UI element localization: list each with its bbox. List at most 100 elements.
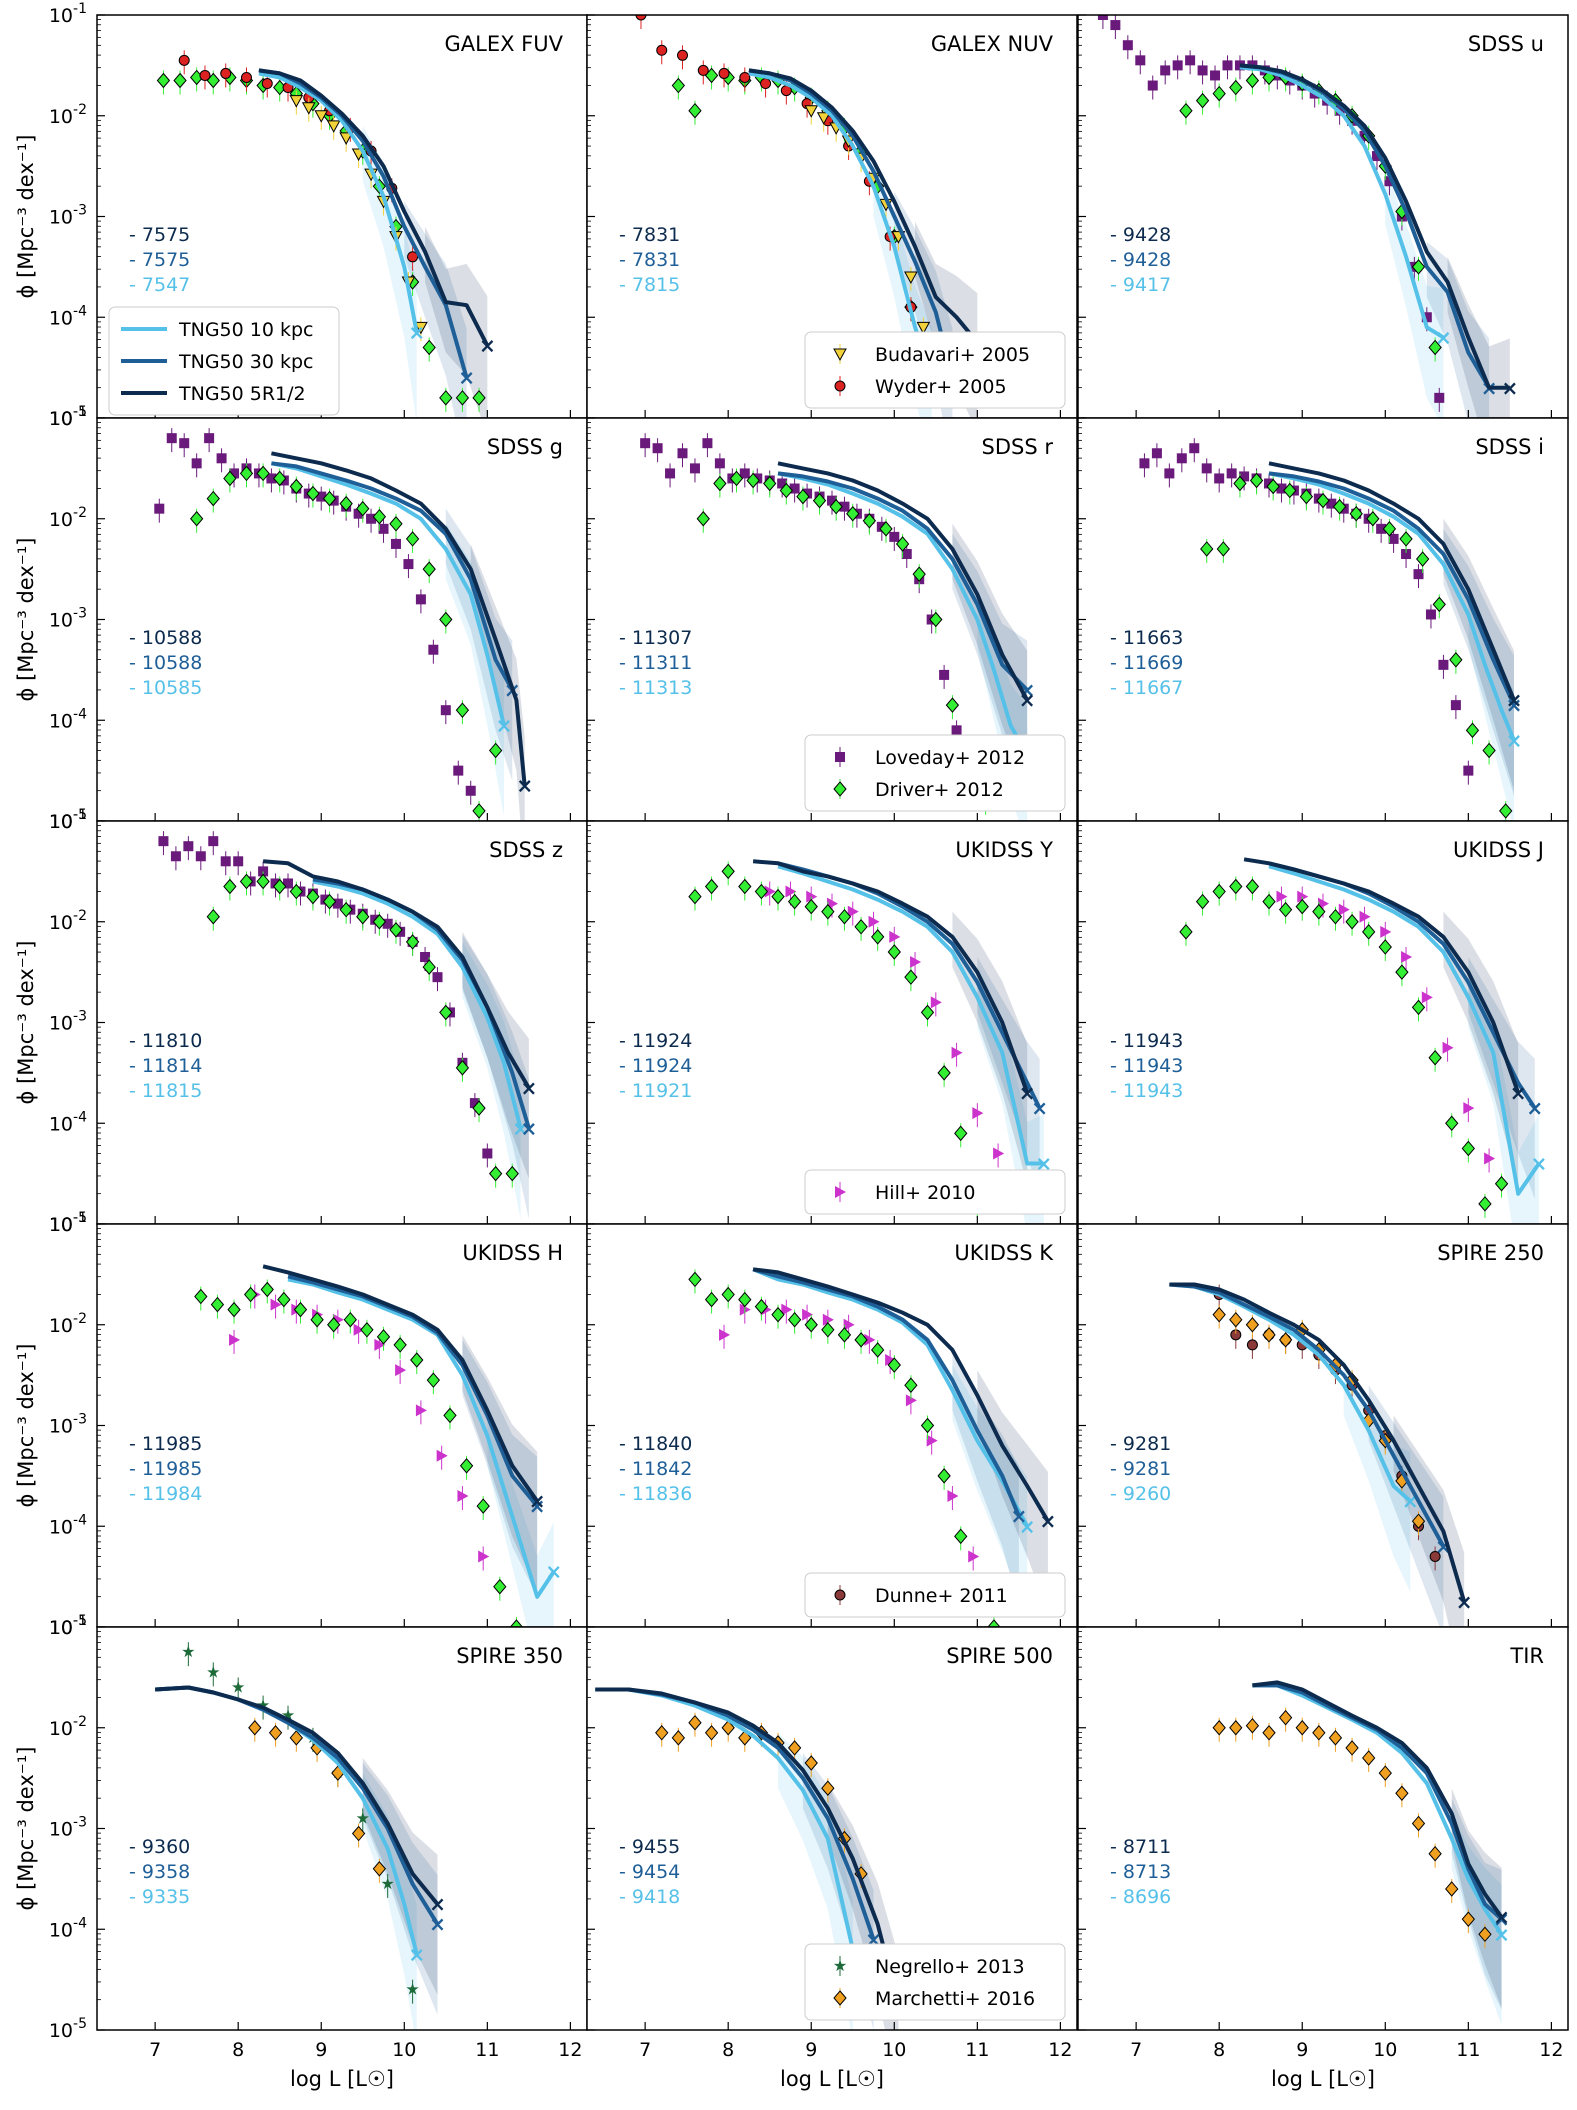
obs-point-loveday	[258, 866, 269, 877]
obs-point-driver	[1212, 85, 1226, 102]
legend-marker	[833, 781, 847, 797]
obs-point-loveday	[233, 856, 244, 867]
obs-point-marchetti	[821, 1780, 835, 1796]
obs-point-driver	[837, 1327, 852, 1343]
galaxy-count: - 11836	[619, 1483, 692, 1505]
y-tick-label: 10-4	[49, 706, 87, 732]
obs-point-hill	[822, 1313, 834, 1326]
model-end-marker: ×	[429, 1892, 446, 1916]
obs-point-marchetti	[1461, 1911, 1475, 1927]
obs-point-loveday	[1097, 15, 1108, 20]
galaxy-count: - 9428	[1110, 224, 1171, 246]
obs-point-driver	[343, 1311, 357, 1328]
legend-label: Driver+ 2012	[875, 779, 1004, 801]
panel-background	[1078, 1224, 1568, 1627]
obs-point-loveday	[432, 972, 443, 983]
panel-spire-350: ★★★★★★★★★★×××SPIRE 350- 9360- 9358- 9335…	[14, 1613, 588, 2091]
obs-point-marchetti	[1362, 1750, 1376, 1766]
galaxy-count: - 9260	[1110, 1483, 1171, 1505]
obs-point-driver	[472, 1100, 486, 1116]
model-line-tng30	[777, 471, 1029, 692]
obs-point-loveday	[1434, 392, 1445, 403]
obs-point-loveday	[827, 495, 837, 506]
obs-point-driver	[256, 465, 270, 482]
model-end-marker: ×	[1456, 1590, 1473, 1614]
obs-point-driver	[1411, 259, 1426, 275]
obs-point-driver	[422, 339, 436, 356]
model-end-marker: ×	[1506, 688, 1523, 712]
legend-label: Hill+ 2010	[875, 1182, 975, 1204]
obs-point-loveday	[1176, 453, 1187, 464]
obs-point-driver	[779, 482, 793, 499]
model-scatter-band	[462, 941, 521, 1219]
obs-point-hill	[885, 1354, 897, 1367]
legend-label: Marchetti+ 2016	[875, 1988, 1035, 2010]
plot-area: ★★★★★★★★★★×××	[154, 1642, 446, 2030]
model-line-tng5r	[258, 68, 490, 347]
obs-point-driver	[1295, 898, 1309, 915]
obs-point-marchetti	[351, 1825, 366, 1842]
obs-point-driver	[472, 390, 486, 406]
obs-point-loveday	[1197, 65, 1208, 76]
legend-marker	[833, 1990, 847, 2006]
panel-title: SDSS i	[1475, 435, 1544, 459]
model-end-marker: ×	[1010, 1504, 1027, 1528]
obs-point-loveday	[677, 448, 688, 459]
obs-point-loveday	[777, 478, 788, 489]
model-scatter-band	[1447, 256, 1510, 418]
model-end-marker: ×	[1019, 688, 1036, 712]
y-tick-label: 10-3	[49, 203, 87, 229]
model-end-marker: ×	[516, 774, 533, 798]
obs-point-driver	[738, 1291, 752, 1308]
obs-point-driver	[1245, 72, 1260, 89]
obs-point-marchetti	[1328, 1730, 1343, 1746]
y-axis-label: ϕ [Mpc⁻³ dex⁻¹]	[14, 538, 38, 702]
obs-point-marchetti	[1229, 1311, 1243, 1328]
model-line-tng5r	[752, 1267, 1050, 1523]
obs-point-driver	[871, 1342, 885, 1358]
galaxy-count: - 9335	[129, 1886, 190, 1908]
obs-point-driver	[812, 492, 827, 509]
model-line-tng10	[1252, 1683, 1504, 1936]
x-tick-label: 12	[1048, 2039, 1072, 2061]
plot-area: ×××	[1169, 1282, 1473, 1627]
y-axis-label: ϕ [Mpc⁻³ dex⁻¹]	[14, 1747, 38, 1911]
obs-point-loveday	[1239, 471, 1250, 482]
panel-title: SPIRE 250	[1437, 1241, 1544, 1265]
obs-point-loveday	[154, 503, 165, 514]
obs-point-driver	[289, 883, 303, 900]
obs-point-loveday	[266, 473, 277, 484]
y-tick-label: 10-4	[49, 303, 87, 329]
legend-label: Negrello+ 2013	[875, 1956, 1025, 1978]
panel-galex-fuv: ×××GALEX FUV- 7575- 7575- 754710-110-210…	[14, 1, 588, 430]
galaxy-count: - 10585	[129, 677, 202, 699]
obs-point-hill	[229, 1333, 241, 1346]
model-scatter-band	[445, 523, 504, 816]
obs-point-hill	[415, 1404, 427, 1417]
model-line-tng5r	[595, 1687, 901, 2006]
panel-title: SDSS z	[489, 838, 563, 862]
panel-title: TIR	[1509, 1644, 1544, 1668]
obs-point-loveday	[640, 438, 651, 449]
obs-point-driver	[1216, 541, 1230, 557]
obs-point-loveday	[1210, 70, 1221, 81]
obs-point-driver	[862, 512, 877, 529]
legend-box	[804, 1169, 1066, 1215]
model-line-tng30	[752, 1267, 1021, 1517]
model-line-tng5r	[262, 1264, 539, 1503]
x-axis-label: log L [L☉]	[1271, 2067, 1375, 2091]
obs-point-loveday	[1151, 448, 1162, 459]
obs-point-driver	[488, 742, 503, 759]
legend: TNG50 10 kpc TNG50 30 kpc TNG50 5R1/2	[108, 306, 340, 416]
obs-point-driver	[771, 888, 785, 905]
obs-point-driver	[372, 913, 387, 930]
obs-point-driver	[509, 1619, 524, 1627]
obs-point-budavari	[314, 110, 329, 123]
obs-point-loveday	[1160, 65, 1171, 76]
obs-point-loveday	[802, 488, 813, 499]
obs-point-wyder	[240, 71, 252, 83]
galaxy-count: - 10588	[129, 627, 202, 649]
model-line-tng10	[752, 1267, 1029, 1528]
obs-point-loveday	[158, 836, 169, 847]
